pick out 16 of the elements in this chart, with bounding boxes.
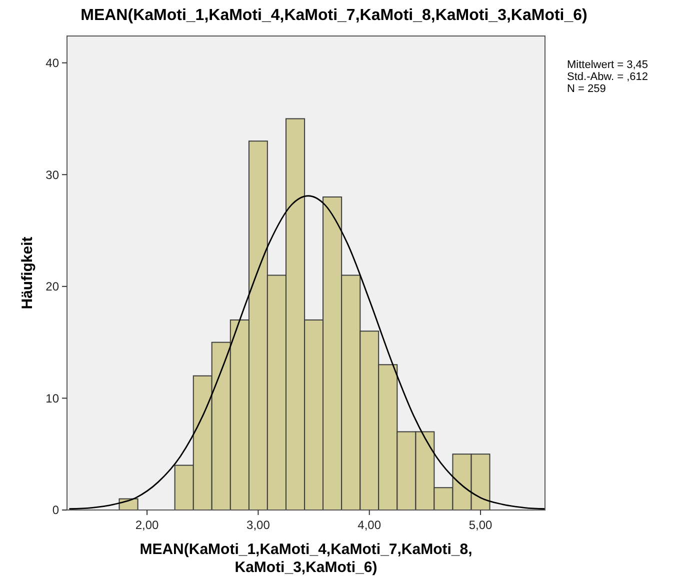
x-tick-label: 4,00 <box>358 518 382 532</box>
line-series <box>68 195 545 510</box>
y-tick-label: 40 <box>46 56 60 70</box>
text: Std.-Abw. = ,612 <box>567 71 648 83</box>
x-tick-label: 3,00 <box>246 518 270 532</box>
chart-title: MEAN(KaMoti_1,KaMoti_4,KaMoti_7,KaMoti_8,KaMoti_3,KaMoti_6) <box>80 7 588 24</box>
x-tick-label: 5,00 <box>468 518 493 532</box>
x-axis-title: MEAN(KaMoti_1,KaMoti_4,KaMoti_7,KaMoti_8,KaMoti_3,KaMoti_6) <box>140 541 472 576</box>
y-tick-label: 10 <box>46 391 60 406</box>
text: Mittelwert = 3,45 <box>567 59 648 71</box>
y-tick-label: 20 <box>46 280 60 294</box>
y-tick-label: 30 <box>46 168 60 182</box>
y-tick-label: 0 <box>52 503 60 518</box>
text: N = 259 <box>567 83 606 95</box>
y-axis-title: Häufigkeit <box>19 236 36 310</box>
x-tick-label: 2,00 <box>135 518 160 532</box>
